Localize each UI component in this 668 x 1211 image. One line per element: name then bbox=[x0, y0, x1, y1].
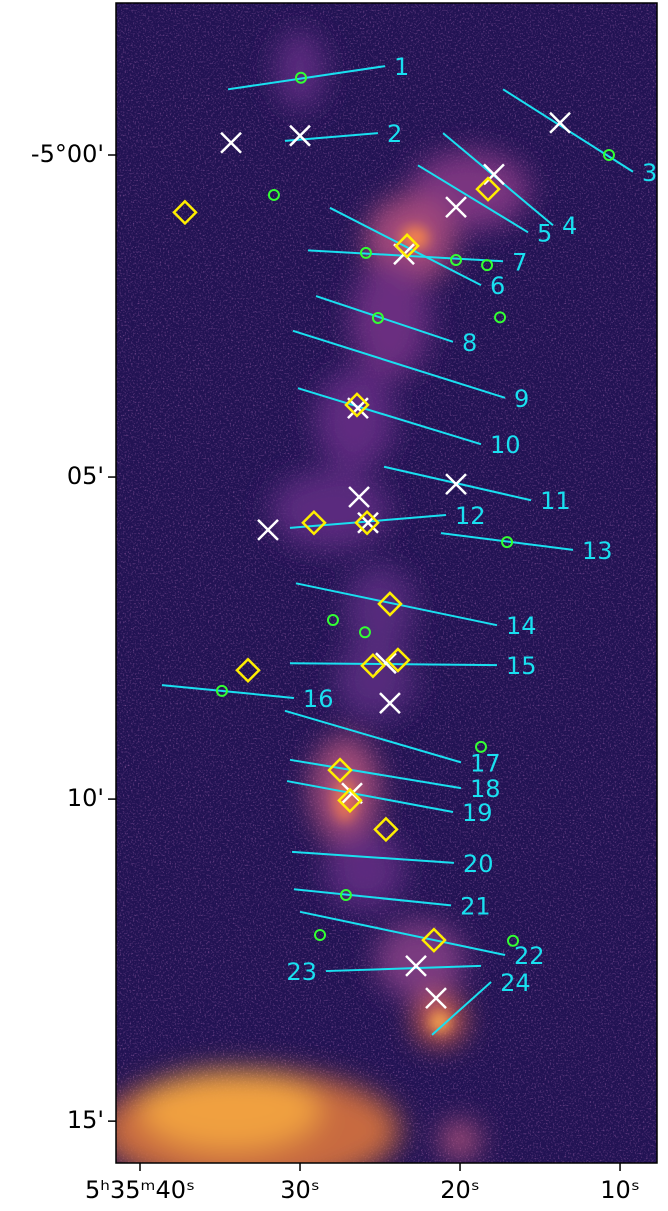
circle-marker bbox=[481, 259, 494, 272]
cut-line bbox=[289, 662, 497, 667]
diamond-marker bbox=[421, 927, 447, 953]
cut-line bbox=[284, 132, 379, 142]
cut-label: 11 bbox=[540, 487, 571, 515]
cut-label: 21 bbox=[460, 892, 491, 920]
cut-label: 17 bbox=[470, 749, 501, 777]
cut-line bbox=[329, 206, 482, 287]
cut-label: 19 bbox=[462, 799, 493, 827]
x-marker bbox=[405, 955, 427, 977]
x-marker bbox=[220, 131, 242, 154]
cut-line bbox=[417, 164, 529, 234]
diamond-marker bbox=[172, 199, 198, 226]
cut-line bbox=[325, 964, 482, 973]
diamond-marker bbox=[354, 510, 380, 536]
cut-line bbox=[299, 910, 506, 956]
cut-line bbox=[431, 981, 492, 1036]
cut-label: 5 bbox=[537, 219, 552, 247]
cut-label: 16 bbox=[303, 685, 334, 713]
x-tick-label: 30ˢ bbox=[280, 1176, 320, 1204]
y-tick-label: 05' bbox=[67, 462, 104, 490]
circle-marker bbox=[215, 684, 228, 697]
cut-label: 4 bbox=[562, 212, 577, 240]
diamond-marker bbox=[475, 176, 501, 202]
x-marker bbox=[483, 163, 505, 186]
circle-marker bbox=[267, 188, 280, 201]
cut-label: 20 bbox=[463, 850, 494, 878]
cut-label: 24 bbox=[500, 969, 531, 997]
circle-marker bbox=[371, 311, 384, 324]
cut-label: 23 bbox=[286, 958, 317, 986]
circle-marker bbox=[474, 740, 487, 753]
diamond-marker bbox=[327, 757, 353, 783]
cut-label: 12 bbox=[455, 502, 486, 530]
diamond-marker bbox=[394, 233, 420, 259]
cut-label: 8 bbox=[462, 329, 477, 357]
x-marker bbox=[549, 111, 571, 134]
x-tick-label: 10ˢ bbox=[600, 1176, 640, 1204]
diamond-marker bbox=[337, 787, 363, 814]
cut-line bbox=[440, 532, 574, 551]
circle-marker bbox=[359, 246, 372, 259]
cut-label: 13 bbox=[582, 537, 613, 565]
cut-label: 15 bbox=[506, 652, 537, 680]
image bbox=[116, 3, 657, 1163]
x-marker bbox=[445, 196, 467, 219]
cut-label: 22 bbox=[514, 942, 545, 970]
x-tick-label: 5ʰ35ᵐ40ˢ bbox=[85, 1176, 195, 1204]
cut-line bbox=[292, 329, 506, 399]
circle-marker bbox=[314, 928, 327, 941]
diamond-marker bbox=[385, 647, 411, 673]
cut-line bbox=[286, 780, 454, 813]
circle-marker bbox=[294, 71, 307, 84]
circle-marker bbox=[506, 934, 519, 947]
x-marker bbox=[445, 473, 467, 496]
circle-marker bbox=[339, 889, 352, 902]
diamond-marker bbox=[373, 816, 399, 843]
diamond-marker bbox=[344, 392, 370, 418]
circle-marker bbox=[501, 536, 514, 549]
circle-marker bbox=[494, 311, 507, 324]
cut-line bbox=[315, 295, 454, 343]
diamond-marker bbox=[377, 591, 403, 617]
cut-label: 18 bbox=[470, 775, 501, 803]
x-marker bbox=[289, 124, 311, 147]
diamond-marker bbox=[235, 657, 261, 684]
x-marker bbox=[348, 486, 370, 508]
cut-label: 2 bbox=[387, 120, 402, 148]
x-marker bbox=[425, 987, 447, 1009]
diamond-marker bbox=[360, 652, 386, 679]
cut-line bbox=[289, 758, 462, 790]
cut-line bbox=[295, 582, 498, 627]
x-marker bbox=[257, 518, 279, 541]
cut-line bbox=[297, 387, 482, 446]
y-tick-label: -5°00' bbox=[31, 140, 104, 168]
circle-marker bbox=[326, 614, 339, 627]
cut-label: 14 bbox=[506, 612, 537, 640]
cut-label: 10 bbox=[490, 431, 521, 459]
circle-marker bbox=[358, 626, 371, 639]
circle-marker bbox=[602, 149, 615, 162]
cut-line bbox=[293, 888, 452, 907]
x-tick-label: 20ˢ bbox=[440, 1176, 480, 1204]
circle-marker bbox=[450, 253, 463, 266]
y-tick-label: 10' bbox=[67, 784, 104, 812]
cut-label: 6 bbox=[490, 272, 505, 300]
x-marker bbox=[379, 692, 401, 715]
cut-label: 9 bbox=[514, 385, 529, 413]
x-marker bbox=[341, 782, 363, 805]
cut-label: 7 bbox=[512, 248, 527, 276]
diamond-marker bbox=[301, 510, 327, 536]
cut-line bbox=[291, 850, 455, 864]
plot-frame bbox=[115, 2, 658, 1164]
cut-label: 3 bbox=[642, 159, 657, 187]
cut-line bbox=[284, 709, 462, 764]
y-tick-label: 15' bbox=[67, 1106, 104, 1134]
cut-line bbox=[161, 684, 295, 699]
cut-label: 1 bbox=[394, 53, 409, 81]
